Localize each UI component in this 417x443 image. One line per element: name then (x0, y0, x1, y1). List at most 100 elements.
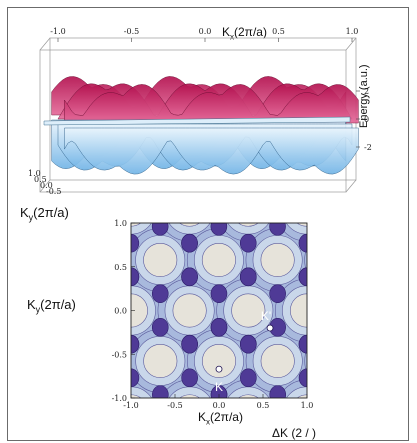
contour-dirac-well (358, 268, 374, 286)
surface-x-tick-label: -0.5 (124, 27, 139, 36)
contour-level-ring (296, 223, 307, 227)
contour-hex-cell (306, 242, 307, 278)
contour-y-axis-subscript: y (35, 304, 41, 315)
surface-x-axis-title: Kx(2π/a) (222, 25, 267, 41)
contour-x-axis-label: K (198, 410, 207, 424)
contour-level-ring (237, 223, 259, 227)
contour-level-ring (85, 243, 118, 276)
contour-level-ring (179, 223, 200, 227)
contour-level-ring (131, 247, 134, 273)
surface-z-tick-label: 0 (364, 115, 369, 124)
surface-x-axis-unit: (2π/a) (234, 25, 267, 39)
surface-y-axis-subscript: y (28, 212, 34, 223)
contour-dirac-well (64, 268, 80, 286)
surface-box-edge (39, 179, 51, 193)
contour-dirac-well (94, 419, 110, 437)
contour-dirac-well (328, 318, 344, 336)
surface-box-edge (39, 37, 51, 51)
contour-level-ring (260, 242, 295, 278)
contour-y-tick-label: 1.0 (114, 219, 127, 228)
contour-dirac-well (298, 267, 307, 287)
contour-y-axis-title: Ky(2π/a) (27, 297, 76, 315)
contour-y-axis-unit: (2π/a) (40, 297, 76, 312)
contour-dirac-well (123, 436, 139, 443)
k-point-label: K (215, 380, 223, 394)
contour-dirac-well (240, 167, 256, 185)
surface-x-tick-label: 0.5 (272, 27, 285, 36)
contour-dirac-well (94, 217, 110, 235)
contour-fill-group (64, 167, 374, 443)
surface-x-axis-label: K (222, 25, 231, 39)
contour-level-ring (131, 348, 134, 374)
contour-dirac-well (64, 369, 80, 387)
contour-dirac-well (210, 223, 228, 236)
contour-level-ring (237, 394, 259, 398)
contour-dirac-well (94, 318, 110, 336)
surface-box-edge (345, 37, 357, 51)
contour-dirac-well (210, 284, 228, 303)
contour-dirac-well (269, 385, 287, 398)
surface-z-tick-label: -2 (364, 143, 372, 152)
surface-x-tick-label: 1.0 (346, 27, 359, 36)
contour-level-ring (131, 223, 142, 227)
contour-level-ring (172, 293, 207, 328)
contour-level-ring (131, 394, 142, 398)
contour-level-ring (312, 235, 361, 284)
contour-dirac-well (328, 285, 344, 303)
contour-hex-cell (131, 242, 132, 278)
surface-x-tick-label: -1.0 (50, 27, 65, 36)
contour-dirac-well (152, 385, 169, 398)
k-prime-point-label: K' (261, 309, 271, 323)
contour-dirac-well (151, 284, 169, 303)
surface-box-edge (345, 179, 357, 193)
contour-dirac-well (240, 267, 257, 287)
surface-y-axis-unit: (2π/a) (33, 205, 69, 220)
contour-y-tick-label: -1.0 (112, 394, 127, 403)
contour-dirac-well (328, 217, 344, 235)
contour-dirac-well (210, 385, 228, 398)
contour-level-ring (131, 386, 152, 398)
contour-level-ring (227, 223, 270, 235)
contour-dirac-well (131, 267, 140, 287)
contour-dirac-well (94, 285, 110, 303)
contour-y-tick-label: 0.5 (114, 263, 127, 272)
contour-dirac-well (299, 167, 315, 185)
contour-y-tick-label: -0.5 (112, 350, 127, 359)
contour-dirac-well (152, 184, 168, 202)
dirac-point-marker (215, 365, 223, 373)
contour-dirac-well (270, 184, 286, 202)
surface-y-tick-label: -0.5 (46, 187, 61, 196)
contour-dirac-well (151, 318, 169, 337)
contour-dirac-well (151, 223, 169, 236)
surface-y-tick-label: 0.0 (40, 181, 53, 190)
contour-dirac-well (93, 184, 109, 202)
contour-dirac-well (182, 436, 198, 443)
contour-y-tick-label: 0.0 (114, 307, 127, 316)
lower-band-surface (64, 127, 359, 175)
contour-hex-cell (306, 343, 307, 379)
contour-dirac-well (358, 234, 374, 252)
surface-y-axis-label: K (20, 205, 29, 220)
figure-frame (7, 7, 409, 441)
contour-level-ring (201, 343, 237, 379)
contour-level-ring (201, 242, 236, 278)
contour-dirac-well (131, 368, 140, 388)
contour-level-ring (296, 394, 307, 398)
contour-dirac-well (240, 334, 257, 354)
surface-x-axis-subscript: x (230, 32, 235, 42)
contour-dirac-well (94, 386, 110, 404)
contour-dirac-well (181, 334, 198, 354)
contour-dirac-well (181, 368, 198, 388)
contour-dirac-well (123, 167, 139, 185)
contour-level-ring (143, 343, 178, 379)
surface-y-tick-label: 0.5 (34, 175, 47, 184)
contour-x-tick-label: -1.0 (123, 401, 138, 410)
contour-level-ring (304, 348, 307, 374)
contour-dirac-well (211, 184, 227, 202)
contour-level-ring (168, 223, 211, 235)
contour-dirac-well (64, 335, 80, 353)
contour-x-tick-label: 0.5 (257, 401, 270, 410)
contour-level-ring (231, 293, 266, 328)
